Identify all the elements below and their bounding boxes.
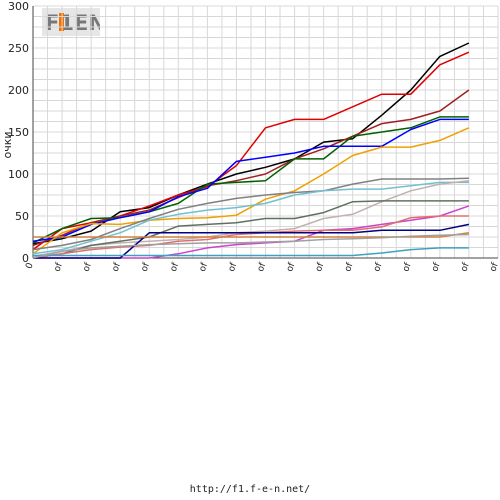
y-axis-label: очки: [1, 131, 14, 158]
x-tick-label: of: [169, 261, 182, 273]
y-tick-label: 200: [8, 84, 29, 97]
y-axis-ticks: 0 50 100 150 200 250 300: [8, 0, 29, 265]
x-tick-label: of: [372, 261, 385, 273]
series-line-13: [33, 223, 470, 259]
x-tick-label: of: [314, 261, 327, 273]
series-line-12: [32, 215, 469, 259]
series-line-9: [32, 179, 469, 258]
x-tick-label: 0: [24, 261, 35, 270]
y-tick-label: 250: [8, 42, 29, 55]
x-tick-label: of: [111, 261, 124, 273]
y-tick-label: 0: [22, 252, 29, 265]
x-axis-ticks: 0 of of of of of of of of of of of of of of of of: [24, 261, 500, 273]
f1en-logo: F1EN: [42, 8, 106, 36]
series-line-5: [32, 118, 469, 242]
series-line-10: [32, 200, 469, 259]
x-tick-label: of: [488, 261, 500, 273]
series-line-6: [32, 127, 470, 255]
logo-text: F1EN: [45, 11, 100, 35]
x-tick-label: of: [285, 261, 298, 273]
x-tick-label: of: [198, 261, 211, 273]
line-chart: 0 50 100 150 200 250 300 0 of of of of of of of of of of…: [1, 0, 500, 273]
x-tick-label: of: [343, 261, 356, 273]
series-line-15: [33, 247, 469, 257]
series-line-4: [32, 116, 469, 244]
grid: [32, 5, 499, 259]
y-tick-label: 300: [8, 0, 29, 13]
series-line-16: [32, 233, 469, 259]
series-line-3: [32, 89, 470, 247]
series-lines: [32, 42, 470, 259]
x-tick-label: of: [256, 261, 269, 273]
x-tick-label: of: [140, 261, 153, 273]
footer-url[interactable]: http://f1.f-e-n.net/: [189, 484, 311, 495]
x-tick-label: of: [459, 261, 472, 273]
x-tick-label: of: [401, 261, 414, 273]
y-tick-label: 100: [8, 168, 29, 181]
y-tick-label: 50: [15, 210, 29, 223]
x-tick-label: of: [82, 261, 95, 273]
x-tick-label: of: [430, 261, 443, 273]
x-tick-label: of: [227, 261, 240, 273]
x-tick-label: of: [53, 261, 66, 273]
series-line-7: [32, 177, 469, 251]
y-tick-label: 150: [8, 126, 29, 139]
